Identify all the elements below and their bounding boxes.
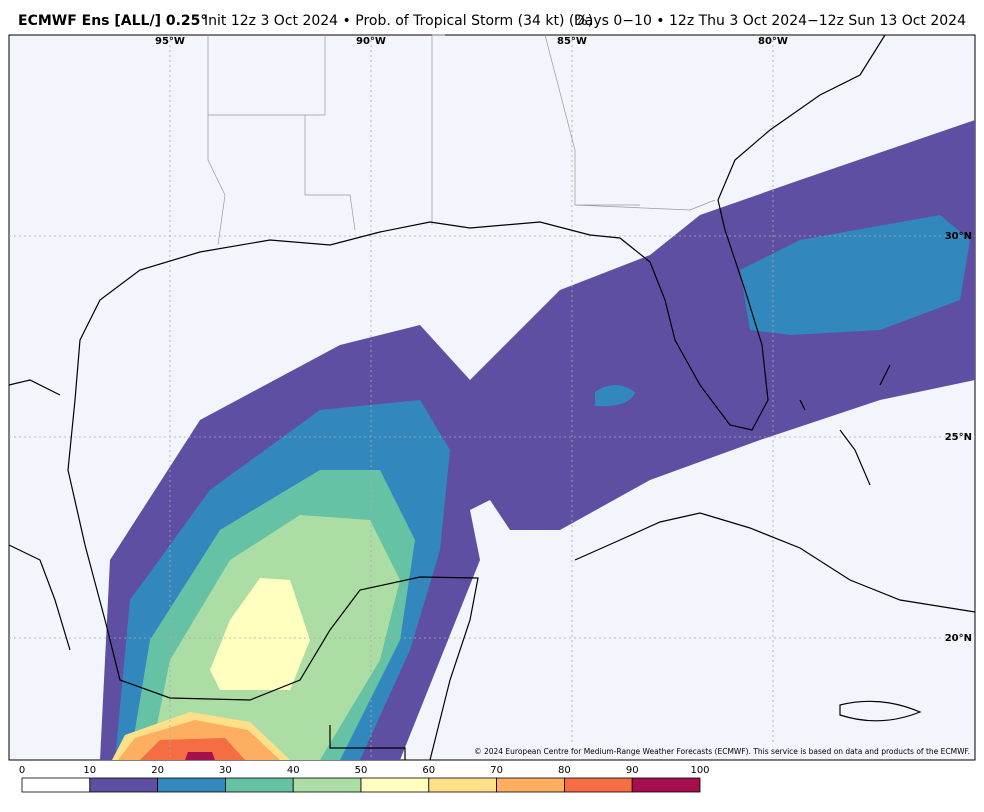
colorbar-segment [631, 777, 701, 793]
colorbar: 0 10 20 30 40 50 60 70 80 90 100 [19, 765, 710, 793]
credit: © 2024 European Centre for Medium-Range … [474, 747, 970, 756]
colorbar-segment [157, 777, 226, 793]
colorbar-tick-label: 50 [355, 765, 368, 776]
valid-period: Days 0−10 • 12z Thu 3 Oct 2024−12z Sun 1… [574, 13, 966, 29]
lon-labels: 95°W 90°W 85°W 80°W [155, 36, 788, 47]
probability-band [140, 738, 245, 760]
colorbar-tick-label: 10 [83, 765, 96, 776]
colorbar-segment [360, 777, 430, 793]
map: 95°W 90°W 85°W 80°W 30°N 25°N 20°N © 202… [8, 34, 976, 761]
colorbar-segment [292, 777, 362, 793]
colorbar-tick-label: 70 [490, 765, 503, 776]
colorbar-tick-label: 0 [19, 765, 25, 776]
grid [9, 35, 975, 760]
title-bold: ECMWF Ens [ALL/] 0.25° [18, 13, 207, 29]
colorbar-segment [21, 777, 91, 793]
probability-band [185, 752, 215, 760]
colorbar-tick-label: 60 [422, 765, 435, 776]
lat-label: 25°N [945, 432, 972, 443]
lon-label: 90°W [356, 36, 386, 47]
colorbar-tick-label: 30 [219, 765, 232, 776]
colorbar-tick-label: 90 [626, 765, 639, 776]
colorbar-segment [428, 777, 497, 793]
lat-label: 30°N [945, 231, 972, 242]
colorbar-segment [224, 777, 294, 793]
lat-labels: 30°N 25°N 20°N [945, 231, 972, 644]
colorbar-tick-label: 80 [558, 765, 571, 776]
title-rest: Init 12z 3 Oct 2024 • Prob. of Tropical … [204, 13, 593, 29]
credit-bg [455, 745, 973, 758]
colorbar-segment [496, 777, 565, 793]
colorbar-segment [564, 777, 633, 793]
lon-label: 95°W [155, 36, 185, 47]
probability-band [740, 215, 970, 335]
probability-band [210, 578, 310, 690]
probability-band [595, 385, 635, 407]
boundaries [8, 34, 976, 761]
lon-label: 80°W [758, 36, 788, 47]
colorbar-segment [89, 777, 159, 793]
lon-label: 85°W [557, 36, 587, 47]
colorbar-tick-label: 100 [690, 765, 709, 776]
lat-label: 20°N [945, 633, 972, 644]
probability-bands [100, 120, 975, 760]
colorbar-tick-label: 40 [287, 765, 300, 776]
colorbar-tick-label: 20 [151, 765, 164, 776]
